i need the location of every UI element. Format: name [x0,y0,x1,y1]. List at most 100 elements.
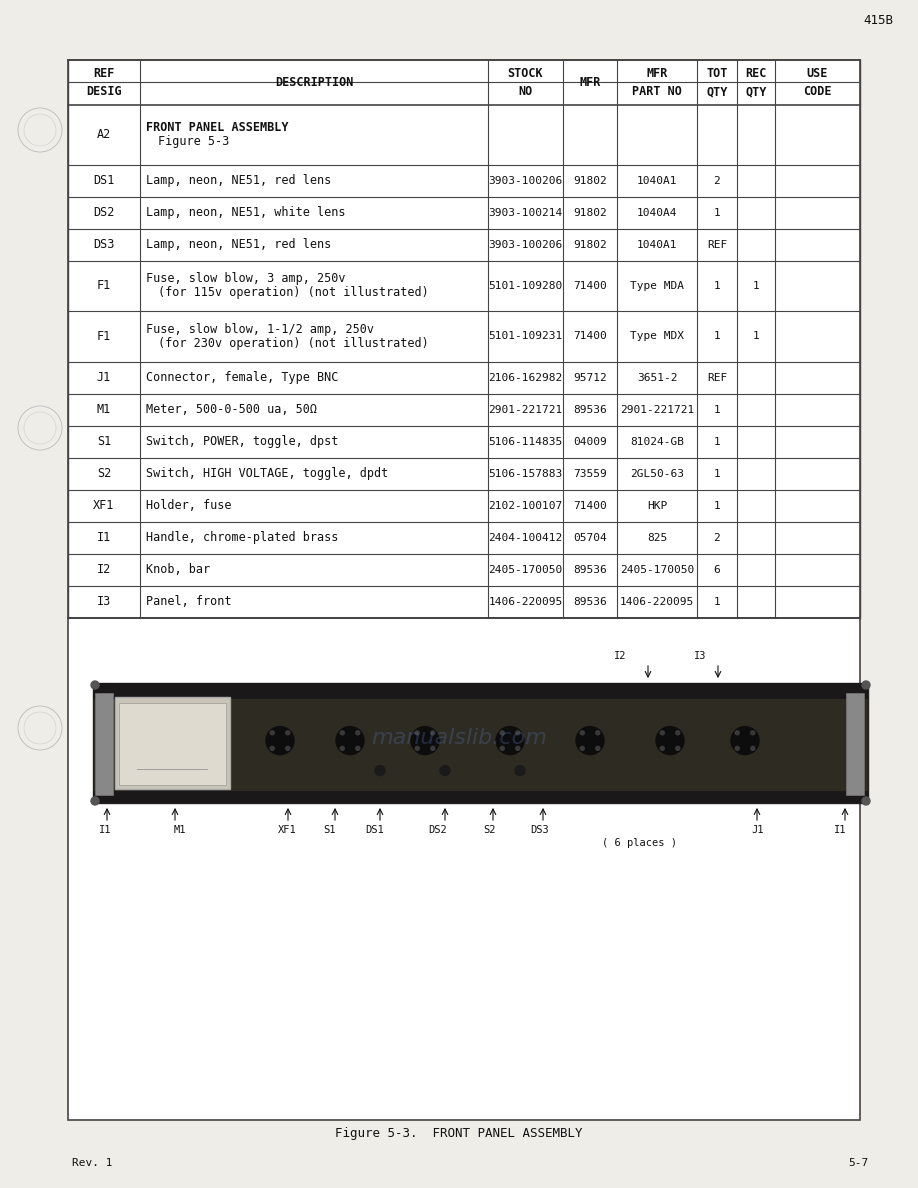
Text: 3903-100206: 3903-100206 [488,176,563,185]
Circle shape [500,731,504,735]
Text: M1: M1 [97,403,111,416]
Circle shape [431,746,435,751]
Circle shape [751,746,755,751]
Circle shape [341,731,344,735]
Circle shape [676,731,679,735]
Circle shape [18,108,62,152]
Bar [93,683,868,803]
Text: DESIG: DESIG [86,86,122,97]
Text: REF: REF [707,240,727,249]
Text: CODE: CODE [803,86,832,97]
Text: 2405-170050: 2405-170050 [620,565,694,575]
Text: REF: REF [707,373,727,383]
Circle shape [415,731,420,735]
Text: 5101-109280: 5101-109280 [488,280,563,291]
Text: STOCK: STOCK [508,67,543,80]
Text: F1: F1 [97,330,111,343]
Text: HKP: HKP [647,501,667,511]
Text: F1: F1 [97,279,111,292]
Bar [93,683,868,699]
Text: 5106-157883: 5106-157883 [488,469,563,479]
Circle shape [285,746,290,751]
Text: 1040A4: 1040A4 [637,208,677,217]
Text: 1040A1: 1040A1 [637,240,677,249]
Text: 95712: 95712 [573,373,607,383]
Text: Connector, female, Type BNC: Connector, female, Type BNC [146,371,339,384]
Text: XF1: XF1 [94,499,115,512]
Text: I3: I3 [97,595,111,608]
Text: NO: NO [519,86,532,97]
Circle shape [576,727,604,754]
Circle shape [91,797,99,805]
Circle shape [431,731,435,735]
Circle shape [735,746,739,751]
Text: 81024-GB: 81024-GB [630,437,684,447]
Text: 5106-114835: 5106-114835 [488,437,563,447]
Text: Figure 5-3.  FRONT PANEL ASSEMBLY: Figure 5-3. FRONT PANEL ASSEMBLY [335,1126,583,1139]
Circle shape [660,731,665,735]
Circle shape [18,406,62,450]
Circle shape [496,727,524,754]
Text: I2: I2 [614,651,626,661]
Bar [846,693,864,795]
Text: 2901-221721: 2901-221721 [620,405,694,415]
Circle shape [285,731,290,735]
Text: Type MDX: Type MDX [630,331,684,341]
Text: XF1: XF1 [277,824,297,835]
Text: S1: S1 [97,435,111,448]
Text: Lamp, neon, NE51, white lens: Lamp, neon, NE51, white lens [146,207,345,219]
Text: J1: J1 [752,824,765,835]
Text: 1: 1 [713,280,721,291]
Text: (for 115v operation) (not illustrated): (for 115v operation) (not illustrated) [158,286,429,299]
Circle shape [266,727,294,754]
Circle shape [24,712,56,744]
Circle shape [516,731,520,735]
Text: Type MDA: Type MDA [630,280,684,291]
Text: DS1: DS1 [365,824,385,835]
Text: 3903-100214: 3903-100214 [488,208,563,217]
Text: DS3: DS3 [531,824,549,835]
Text: 1: 1 [713,437,721,447]
Text: PART NO: PART NO [633,86,682,97]
Text: Switch, HIGH VOLTAGE, toggle, dpdt: Switch, HIGH VOLTAGE, toggle, dpdt [146,467,388,480]
Circle shape [656,727,684,754]
Text: DS2: DS2 [94,207,115,219]
Text: 2901-221721: 2901-221721 [488,405,563,415]
Circle shape [375,765,385,776]
Circle shape [356,746,360,751]
Text: 1: 1 [753,331,759,341]
Circle shape [596,746,599,751]
Text: 5-7: 5-7 [848,1158,868,1168]
Text: 89536: 89536 [573,596,607,607]
Text: 1406-220095: 1406-220095 [488,596,563,607]
Text: 2: 2 [713,176,721,185]
Text: 1: 1 [713,501,721,511]
Text: Figure 5-3: Figure 5-3 [158,135,230,148]
Text: 6: 6 [713,565,721,575]
Bar [93,791,868,803]
Circle shape [411,727,439,754]
Text: 415B: 415B [863,13,893,26]
Circle shape [580,746,584,751]
Text: I1: I1 [99,824,111,835]
Circle shape [415,746,420,751]
Text: A2: A2 [97,128,111,141]
Text: 89536: 89536 [573,405,607,415]
Text: 2102-100107: 2102-100107 [488,501,563,511]
Text: REC: REC [745,67,767,80]
Circle shape [580,731,584,735]
Circle shape [676,746,679,751]
Text: 91802: 91802 [573,240,607,249]
Circle shape [440,765,450,776]
Text: DS1: DS1 [94,175,115,187]
Text: I3: I3 [694,651,706,661]
Circle shape [596,731,599,735]
Text: REF: REF [94,67,115,80]
Text: 2404-100412: 2404-100412 [488,533,563,543]
Text: M1: M1 [174,824,186,835]
Text: 1: 1 [713,208,721,217]
Circle shape [270,746,274,751]
Circle shape [660,746,665,751]
Text: DS3: DS3 [94,239,115,251]
Circle shape [862,797,870,805]
